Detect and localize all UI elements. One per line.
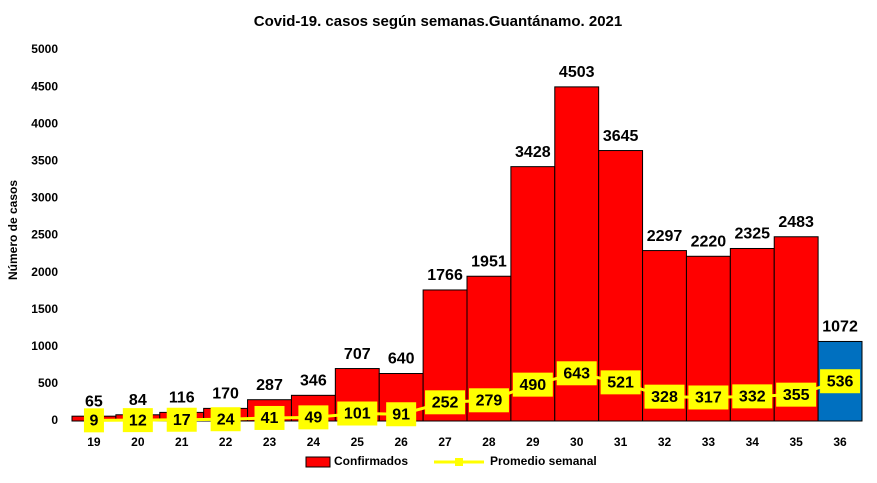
bar-value-label: 65 xyxy=(85,393,103,410)
y-tick-label: 2500 xyxy=(31,228,58,242)
x-tick-label: 30 xyxy=(570,435,584,449)
bar-value-label: 2483 xyxy=(778,214,814,231)
line-label-box xyxy=(210,407,241,432)
line-label-box xyxy=(820,369,861,394)
bar-value-label: 84 xyxy=(129,392,147,409)
line-value-label: 521 xyxy=(607,375,634,392)
bar-value-label: 640 xyxy=(388,351,415,368)
line-value-label: 17 xyxy=(173,412,191,429)
x-tick-label: 25 xyxy=(351,435,365,449)
y-tick-label: 1500 xyxy=(31,302,58,316)
line-value-label: 328 xyxy=(651,389,678,406)
x-tick-label: 28 xyxy=(482,435,496,449)
bar-value-label: 2325 xyxy=(734,226,770,243)
x-tick-label: 22 xyxy=(219,435,233,449)
line-label-box xyxy=(556,361,597,386)
line-label-box xyxy=(122,408,153,433)
line-label-box xyxy=(512,372,553,397)
y-tick-label: 0 xyxy=(51,413,58,427)
line-value-label: 12 xyxy=(129,412,147,429)
x-tick-label: 27 xyxy=(438,435,452,449)
x-tick-label: 29 xyxy=(526,435,540,449)
legend-marker xyxy=(455,458,463,466)
y-tick-label: 5000 xyxy=(31,42,58,56)
line-label-box xyxy=(776,382,817,407)
x-tick-label: 34 xyxy=(746,435,760,449)
bar-value-label: 4503 xyxy=(559,64,595,81)
bar-value-label: 707 xyxy=(344,346,371,363)
bar-value-label: 1766 xyxy=(427,267,463,284)
line-value-label: 355 xyxy=(783,387,810,404)
y-tick-label: 500 xyxy=(38,376,58,390)
bar-value-label: 2220 xyxy=(691,233,727,250)
line-label-box xyxy=(644,384,685,409)
bar-value-label: 287 xyxy=(256,377,283,394)
bar-value-label: 3428 xyxy=(515,144,551,161)
legend-swatch xyxy=(305,456,331,468)
x-tick-label: 33 xyxy=(702,435,716,449)
x-tick-label: 32 xyxy=(658,435,672,449)
x-tick-label: 24 xyxy=(307,435,321,449)
line-value-label: 490 xyxy=(519,377,546,394)
bar-value-label: 170 xyxy=(212,386,239,403)
line-value-label: 9 xyxy=(89,413,98,430)
chart-title: Covid-19. casos según semanas.Guantánamo… xyxy=(254,13,622,30)
bar-value-label: 346 xyxy=(300,373,327,390)
bar-value-label: 1072 xyxy=(822,319,858,336)
legend-label: Confirmados xyxy=(334,454,408,468)
x-tick-label: 20 xyxy=(131,435,145,449)
x-tick-label: 19 xyxy=(87,435,101,449)
line-label-box xyxy=(83,408,104,433)
line-label-box xyxy=(732,384,773,409)
line-label-box xyxy=(688,385,729,410)
y-tick-label: 4500 xyxy=(31,79,58,93)
line-label-box xyxy=(298,405,329,430)
line-value-label: 101 xyxy=(344,406,371,423)
line-value-label: 643 xyxy=(563,366,590,383)
line-label-box xyxy=(386,402,417,427)
line-value-label: 317 xyxy=(695,390,722,407)
y-tick-label: 4000 xyxy=(31,116,58,130)
bar-value-label: 116 xyxy=(169,390,195,407)
line-label-box xyxy=(254,405,285,430)
line-value-label: 91 xyxy=(392,406,410,423)
y-axis-label: Número de casos xyxy=(6,180,20,280)
bar-value-label: 2297 xyxy=(647,228,683,245)
legend-label: Promedio semanal xyxy=(490,454,597,468)
y-tick-label: 3000 xyxy=(31,191,58,205)
line-value-label: 536 xyxy=(827,373,854,390)
y-tick-label: 3500 xyxy=(31,153,58,167)
x-tick-label: 36 xyxy=(833,435,847,449)
y-tick-label: 1000 xyxy=(31,339,58,353)
bar-value-label: 1951 xyxy=(471,253,507,270)
line-label-box xyxy=(468,388,509,413)
x-tick-label: 35 xyxy=(789,435,803,449)
line-label-box xyxy=(600,370,641,395)
line-value-label: 24 xyxy=(217,411,235,428)
line-label-box xyxy=(337,401,378,426)
x-tick-label: 21 xyxy=(175,435,189,449)
line-value-label: 332 xyxy=(739,389,766,406)
x-tick-label: 23 xyxy=(263,435,277,449)
line-label-box xyxy=(425,390,466,415)
line-value-label: 279 xyxy=(476,393,503,410)
bar-value-label: 3645 xyxy=(603,128,639,145)
x-tick-label: 26 xyxy=(394,435,408,449)
line-value-label: 252 xyxy=(432,395,459,412)
y-tick-label: 2000 xyxy=(31,265,58,279)
line-value-label: 41 xyxy=(261,410,279,427)
x-tick-label: 31 xyxy=(614,435,628,449)
line-value-label: 49 xyxy=(304,410,322,427)
line-label-box xyxy=(166,407,197,432)
